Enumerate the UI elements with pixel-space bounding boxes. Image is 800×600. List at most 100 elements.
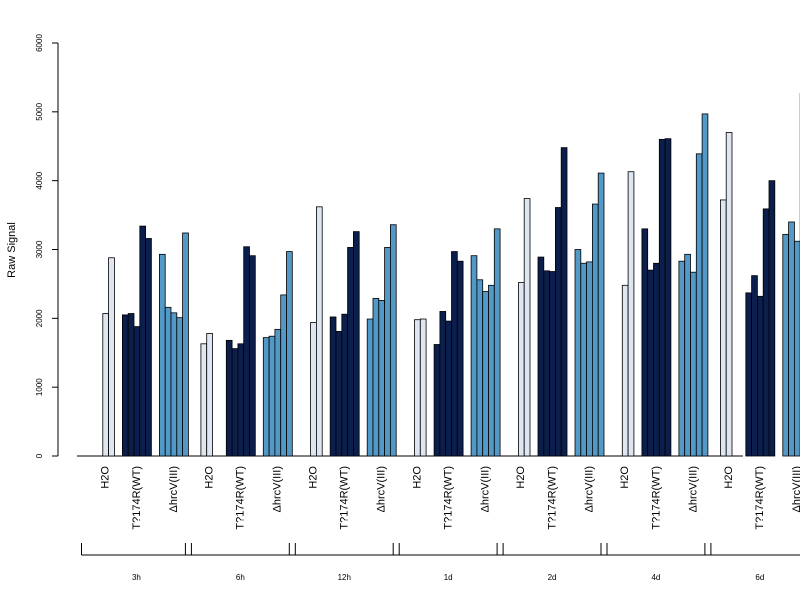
category-label: H2O: [100, 466, 112, 489]
category-label: ΔhrcV(III): [687, 466, 699, 512]
category-label: ΔhrcV(III): [272, 466, 284, 512]
category-label: H2O: [307, 466, 319, 489]
category-label: ΔhrcV(III): [583, 466, 595, 512]
timepoint-label: 1d: [444, 573, 453, 582]
bar: [647, 269, 654, 457]
bar: [678, 260, 686, 457]
category-label: ΔhrcV(III): [376, 466, 388, 512]
bar: [658, 138, 666, 457]
bar: [523, 198, 531, 457]
bar: [794, 240, 800, 457]
category-label: ΔhrcV(III): [480, 466, 492, 512]
bar: [725, 132, 733, 457]
bar: [433, 344, 441, 457]
bar: [757, 295, 764, 457]
bar: [456, 260, 464, 457]
bar: [108, 257, 115, 457]
bar: [262, 337, 270, 457]
bar: [574, 249, 582, 457]
bar: [102, 313, 110, 457]
timepoint-label: 4d: [651, 573, 660, 582]
bar: [372, 297, 380, 457]
y-tick-label: 3000: [35, 240, 44, 258]
bar: [580, 262, 587, 457]
bar: [389, 224, 397, 457]
bar: [243, 246, 250, 457]
bar: [762, 208, 770, 457]
bar: [231, 348, 239, 457]
bar: [164, 306, 172, 457]
timepoint-brackets: 3h 6h 12h 1d 2d 4d 6d: [81, 543, 800, 582]
y-tick-label: 4000: [35, 171, 44, 189]
bar: [445, 320, 452, 457]
bar: [701, 113, 709, 457]
bar: [158, 253, 166, 457]
bar: [122, 314, 129, 457]
bar: [133, 326, 141, 457]
bar: [782, 233, 789, 457]
bar: [352, 231, 360, 457]
category-label: H2O: [619, 466, 631, 489]
y-tick-label: 5000: [35, 102, 44, 120]
bar: [237, 343, 245, 457]
y-ticks: 0 1000 2000 3000 4000 5000 6000: [35, 34, 58, 458]
bar: [366, 318, 374, 457]
bar: [664, 138, 672, 457]
timepoint-label: 6d: [755, 573, 764, 582]
bar: [310, 322, 317, 457]
bar: [206, 333, 213, 457]
bar: [543, 270, 550, 457]
bar: [225, 339, 233, 457]
bars: [102, 92, 800, 457]
bar: [549, 271, 556, 457]
bar: [182, 232, 189, 457]
timepoint-label: 3h: [132, 573, 141, 582]
bar: [560, 147, 568, 457]
category-label: H2O: [204, 466, 216, 489]
bar: [249, 255, 256, 457]
bar: [335, 331, 343, 457]
category-label: H2O: [411, 466, 423, 489]
bar: [597, 172, 605, 457]
bar: [690, 271, 697, 457]
bar: [768, 180, 776, 457]
bar: [315, 206, 323, 457]
bar: [286, 251, 293, 457]
bar: [419, 318, 427, 457]
category-label: T?174R(WT): [131, 466, 143, 530]
bar: [341, 313, 348, 457]
timepoint-label: 2d: [548, 573, 557, 582]
y-tick-label: 0: [35, 453, 44, 458]
bar: [653, 262, 660, 457]
timepoint-label: 12h: [338, 573, 351, 582]
category-label: T?174R(WT): [754, 466, 766, 530]
bar: [170, 312, 178, 457]
bar: [274, 328, 282, 457]
bar: [586, 261, 593, 457]
bar: [695, 153, 703, 457]
bar: [684, 253, 691, 457]
y-axis-title: Raw Signal: [6, 222, 18, 278]
bar: [641, 228, 649, 457]
category-label: H2O: [515, 466, 527, 489]
bar: [751, 275, 758, 457]
bar: [470, 255, 478, 457]
bar: [176, 317, 184, 457]
y-tick-label: 6000: [35, 34, 44, 52]
bar: [347, 247, 354, 457]
bar: [482, 291, 489, 457]
bar: [439, 311, 447, 457]
bar: [745, 292, 752, 457]
bar: [145, 238, 152, 457]
category-label: H2O: [723, 466, 735, 489]
bar: [555, 207, 562, 457]
bar: [200, 343, 208, 457]
bar: [280, 294, 287, 457]
bar: [451, 251, 458, 457]
bar: [621, 284, 629, 457]
bar: [493, 228, 501, 457]
bar: [537, 256, 545, 457]
category-label: ΔhrcV(III): [168, 466, 180, 512]
bar: [476, 279, 484, 457]
bar: [488, 284, 495, 457]
